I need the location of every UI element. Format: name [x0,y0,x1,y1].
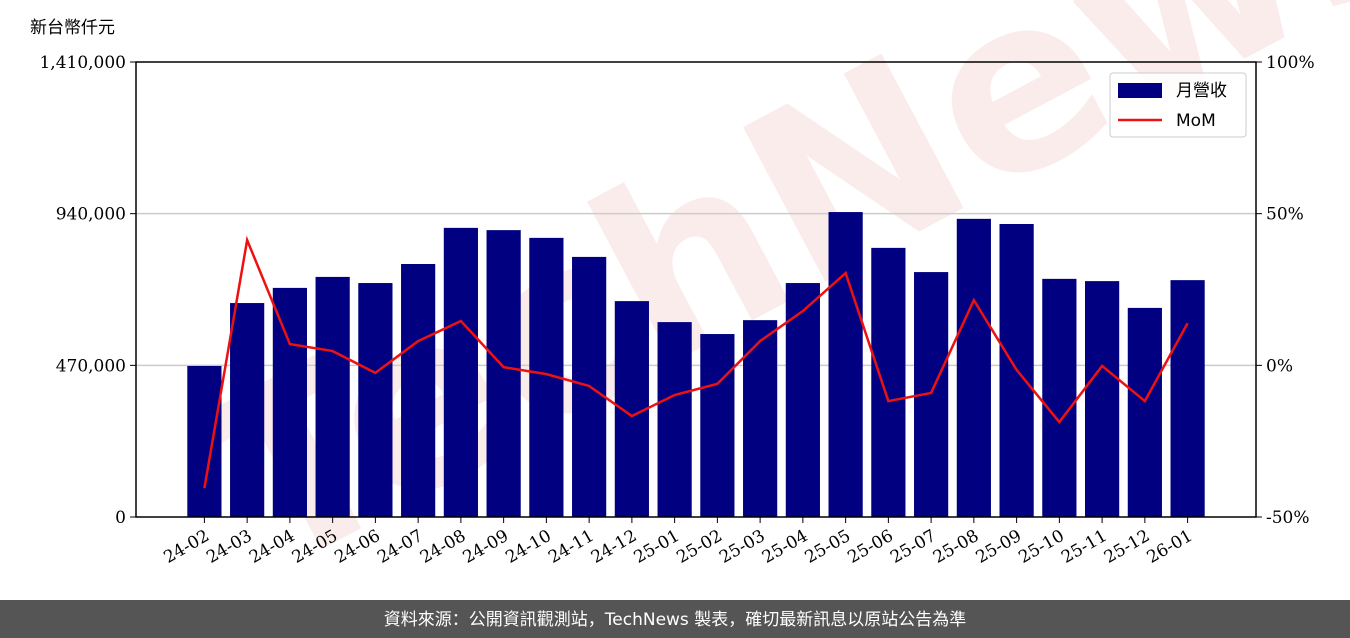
bar [1042,278,1077,517]
x-tick-label: 25-03 [716,526,768,568]
x-tick-label: 25-12 [1101,526,1153,568]
y2-tick-label: -50% [1266,508,1310,528]
x-tick-label: 25-07 [887,526,939,568]
x-tick-label: 25-06 [844,526,896,568]
x-tick-label: 25-01 [631,526,683,568]
y-tick-label: 470,000 [56,356,126,376]
bar [1170,280,1205,517]
legend-swatch [1118,83,1162,98]
bar [486,230,521,517]
bar [657,322,692,517]
x-tick-label: 25-04 [759,526,811,568]
x-tick-label: 25-10 [1015,526,1067,568]
bar [230,303,265,517]
x-tick-label: 24-12 [588,526,640,568]
y-tick-label: 940,000 [56,205,126,225]
bar [401,264,436,517]
bar [1127,307,1162,517]
footer-band [0,600,1350,638]
x-tick-label: 24-02 [160,526,212,568]
legend-label: MoM [1176,111,1216,131]
x-tick-label: 26-01 [1144,526,1196,568]
line [203,235,1189,489]
x-tick-label: 24-03 [203,526,255,568]
y2-tick-label: 100% [1266,53,1315,73]
bar [828,212,863,517]
x-tick-label: 25-02 [673,526,725,568]
y-axis-label: 新台幣仟元 [30,18,115,38]
footer: 資料來源：公開資訊觀測站，TechNews 製表，確切最新訊息以原站公告為準 [384,610,966,630]
x-tick-label: 24-10 [502,526,554,568]
x-tick-label: 24-11 [545,526,597,568]
bar [743,320,778,517]
y-tick-label: 1,410,000 [39,53,126,73]
bar [1085,281,1120,517]
bar [187,365,222,517]
y-tick-label: 0 [115,508,126,528]
plot-frame [135,61,1257,518]
y2-tick-label: 50% [1266,205,1304,225]
y2-tick-label: 0% [1266,356,1293,376]
x-tick-label: 25-09 [973,526,1025,568]
bar [358,283,393,517]
bar [272,287,307,517]
bar [700,334,735,517]
bar [785,283,820,517]
x-tick-label: 25-05 [802,526,854,568]
bar [315,276,350,517]
x-tick-label: 25-11 [1058,526,1110,568]
bar [871,247,906,517]
legend-label: 月營收 [1176,81,1227,101]
x-tick-label: 25-08 [930,526,982,568]
bar [443,227,478,518]
bar [956,218,991,518]
